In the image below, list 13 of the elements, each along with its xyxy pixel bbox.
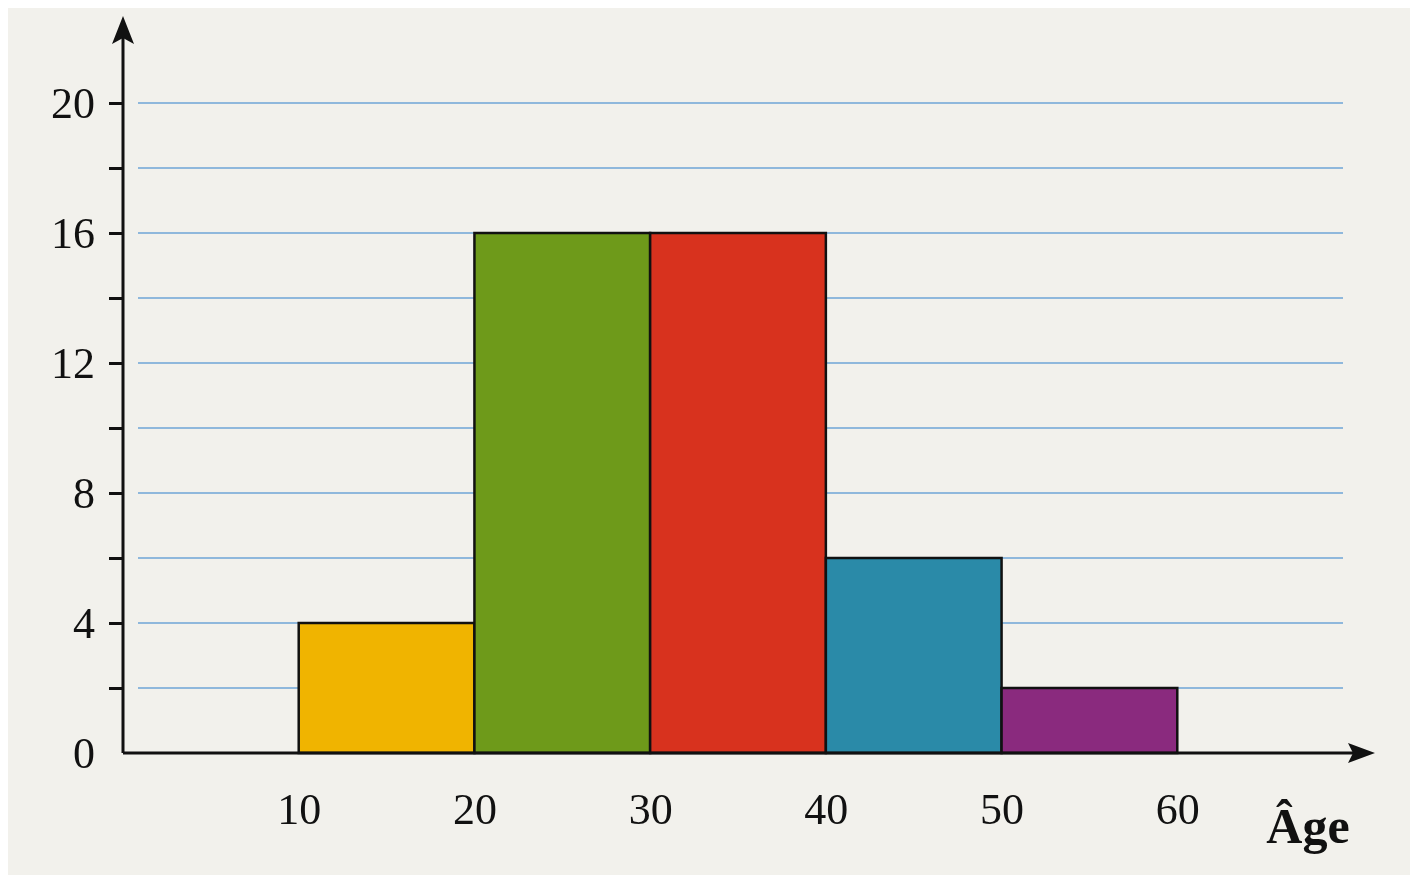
x-tick-label: 20	[452, 785, 497, 835]
y-tick-label: 16	[51, 208, 95, 258]
y-tick-label: 0	[73, 728, 95, 778]
x-tick-label: 60	[1155, 785, 1200, 835]
x-tick-label: 10	[277, 785, 322, 835]
x-tick-label: 50	[980, 785, 1025, 835]
y-tick-label: 4	[73, 598, 95, 648]
y-tick-label: 12	[51, 338, 95, 388]
x-tick-label: 40	[804, 785, 849, 835]
x-axis-title: Âge	[1266, 798, 1350, 854]
y-tick-label: 20	[51, 78, 95, 128]
x-tick-label: 30	[628, 785, 673, 835]
y-tick-label: 8	[73, 468, 95, 518]
